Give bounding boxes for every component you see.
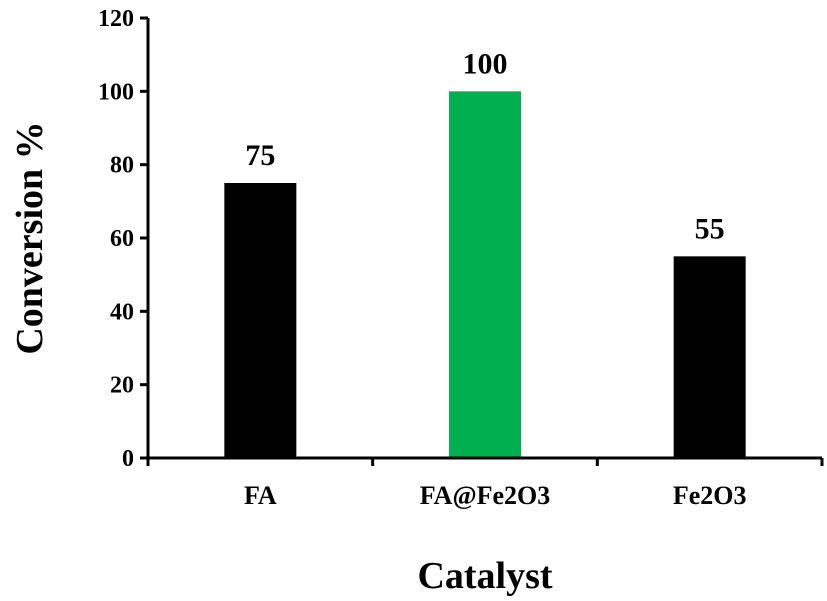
y-tick-label: 40 <box>110 299 134 325</box>
bar-fa-fe2o3 <box>449 91 521 458</box>
y-axis-ticks: 0 20 40 60 80 100 120 <box>98 6 148 472</box>
data-label: 55 <box>695 212 725 245</box>
data-labels: 75 100 55 <box>245 47 724 245</box>
x-tick-label: FA@Fe2O3 <box>420 481 551 510</box>
x-axis-ticks: FA FA@Fe2O3 Fe2O3 <box>146 458 824 510</box>
x-tick-label: Fe2O3 <box>673 481 747 510</box>
y-tick-label: 80 <box>110 153 134 179</box>
y-tick-label: 20 <box>110 373 134 399</box>
x-tick-label: FA <box>244 481 277 510</box>
y-tick-label: 120 <box>98 6 134 32</box>
bar-fa <box>224 183 297 458</box>
y-tick-label: 0 <box>122 446 134 472</box>
y-tick-label: 60 <box>110 226 134 252</box>
y-tick-label: 100 <box>98 79 134 105</box>
bars <box>224 91 746 458</box>
x-axis-title: Catalyst <box>417 555 552 597</box>
bar-fe2o3 <box>673 256 746 458</box>
data-label: 75 <box>245 139 275 172</box>
y-axis-title: Conversion % <box>9 121 51 354</box>
data-label: 100 <box>463 47 508 80</box>
